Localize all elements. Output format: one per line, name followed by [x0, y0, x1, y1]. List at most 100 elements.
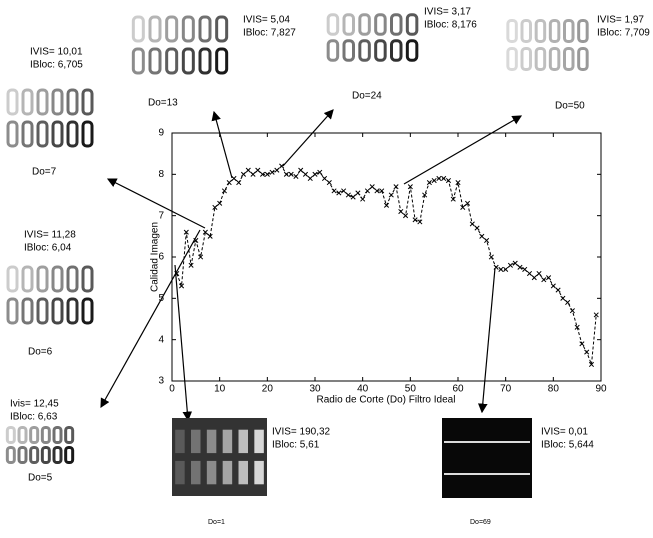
- point-marker: [389, 193, 393, 197]
- point-marker: [475, 226, 479, 230]
- arrows: [101, 110, 521, 420]
- do-label: Do=6: [28, 347, 53, 358]
- point-marker: [527, 271, 531, 275]
- thumb-block: [522, 21, 531, 42]
- x-tick-label: 10: [214, 384, 226, 395]
- thumb-block: [38, 299, 47, 323]
- point-marker: [437, 176, 441, 180]
- thumb-block: [54, 448, 61, 463]
- point-marker: [523, 267, 527, 271]
- thumb-block: [66, 448, 73, 463]
- point-marker: [427, 180, 431, 184]
- thumb-block: [376, 41, 386, 61]
- ibloc-label: IBloc: 6,705: [30, 60, 83, 71]
- do-label: Do=5: [28, 473, 53, 484]
- thumb-block: [239, 430, 249, 453]
- x-tick-label: 50: [405, 384, 417, 395]
- point-marker: [246, 168, 250, 172]
- thumb-block: [167, 17, 177, 41]
- do-label: Do=69: [470, 519, 491, 526]
- thumb-block: [175, 461, 185, 484]
- y-tick-label: 8: [158, 169, 164, 180]
- point-marker: [551, 284, 555, 288]
- thumb-block: [31, 448, 38, 463]
- point-marker: [513, 261, 517, 265]
- point-marker: [318, 170, 322, 174]
- point-marker: [532, 275, 536, 279]
- thumb-block: [23, 90, 32, 114]
- thumb-block: [328, 41, 338, 61]
- thumb-block: [68, 90, 77, 114]
- thumb-block: [8, 122, 17, 146]
- point-marker: [303, 172, 307, 176]
- point-marker: [556, 288, 560, 292]
- thumb-block: [83, 122, 92, 146]
- thumb-block: [328, 15, 338, 35]
- point-marker: [351, 195, 355, 199]
- thumb-bg: [172, 418, 267, 496]
- x-tick-label: 60: [452, 384, 464, 395]
- thumb-block: [392, 41, 402, 61]
- thumb-block: [133, 49, 143, 73]
- point-marker: [327, 180, 331, 184]
- y-tick-label: 4: [158, 334, 164, 345]
- do-label: Do=13: [148, 98, 178, 109]
- thumb-block: [7, 448, 14, 463]
- point-marker: [275, 168, 279, 172]
- thumb-block: [550, 21, 559, 42]
- point-marker: [399, 209, 403, 213]
- ibloc-label: IBloc: 8,176: [424, 20, 477, 31]
- ivis-label: IVIS= 11,28: [24, 230, 76, 241]
- ivis-label: IVIS= 0,01: [541, 427, 588, 438]
- thumbnail: [508, 21, 587, 70]
- thumb-block: [8, 267, 17, 291]
- point-marker: [308, 176, 312, 180]
- ibloc-label: IBloc: 7,827: [243, 28, 296, 39]
- thumb-block: [536, 21, 545, 42]
- thumb-dots: [444, 441, 530, 443]
- x-tick-label: 20: [262, 384, 274, 395]
- point-marker: [365, 189, 369, 193]
- thumb-block: [42, 448, 49, 463]
- thumb-dots: [444, 473, 530, 475]
- point-marker: [217, 201, 221, 205]
- thumb-block: [53, 299, 62, 323]
- x-tick-label: 30: [309, 384, 321, 395]
- thumb-block: [407, 15, 417, 35]
- point-marker: [356, 191, 360, 195]
- thumb-block: [191, 430, 201, 453]
- thumb-block: [376, 15, 386, 35]
- point-marker: [341, 189, 345, 193]
- ibloc-label: IBloc: 7,709: [597, 28, 650, 39]
- x-tick-label: 70: [500, 384, 512, 395]
- thumb-block: [150, 49, 160, 73]
- thumb-block: [522, 49, 531, 70]
- thumb-block: [344, 41, 354, 61]
- point-marker: [542, 278, 546, 282]
- thumb-block: [508, 21, 517, 42]
- thumb-block: [38, 90, 47, 114]
- point-marker: [503, 267, 507, 271]
- point-marker: [413, 218, 417, 222]
- thumb-block: [42, 428, 49, 443]
- y-tick-label: 6: [158, 252, 164, 263]
- point-marker: [470, 222, 474, 226]
- ivis-label: IVIS= 190,32: [272, 427, 331, 438]
- y-tick-label: 3: [158, 376, 164, 387]
- point-marker: [494, 265, 498, 269]
- thumb-block: [53, 267, 62, 291]
- point-marker: [179, 284, 183, 288]
- thumb-block: [83, 267, 92, 291]
- thumb-block: [83, 299, 92, 323]
- thumb-block: [68, 267, 77, 291]
- thumb-block: [191, 461, 201, 484]
- point-marker: [222, 189, 226, 193]
- figure: Radio de Corte (Do) Filtro Ideal Calidad…: [0, 0, 653, 533]
- thumb-block: [175, 430, 185, 453]
- point-marker: [346, 193, 350, 197]
- thumb-block: [19, 448, 26, 463]
- point-marker: [499, 267, 503, 271]
- thumb-bg: [442, 418, 532, 498]
- thumb-block: [200, 49, 210, 73]
- x-axis-label: Radio de Corte (Do) Filtro Ideal: [317, 395, 456, 406]
